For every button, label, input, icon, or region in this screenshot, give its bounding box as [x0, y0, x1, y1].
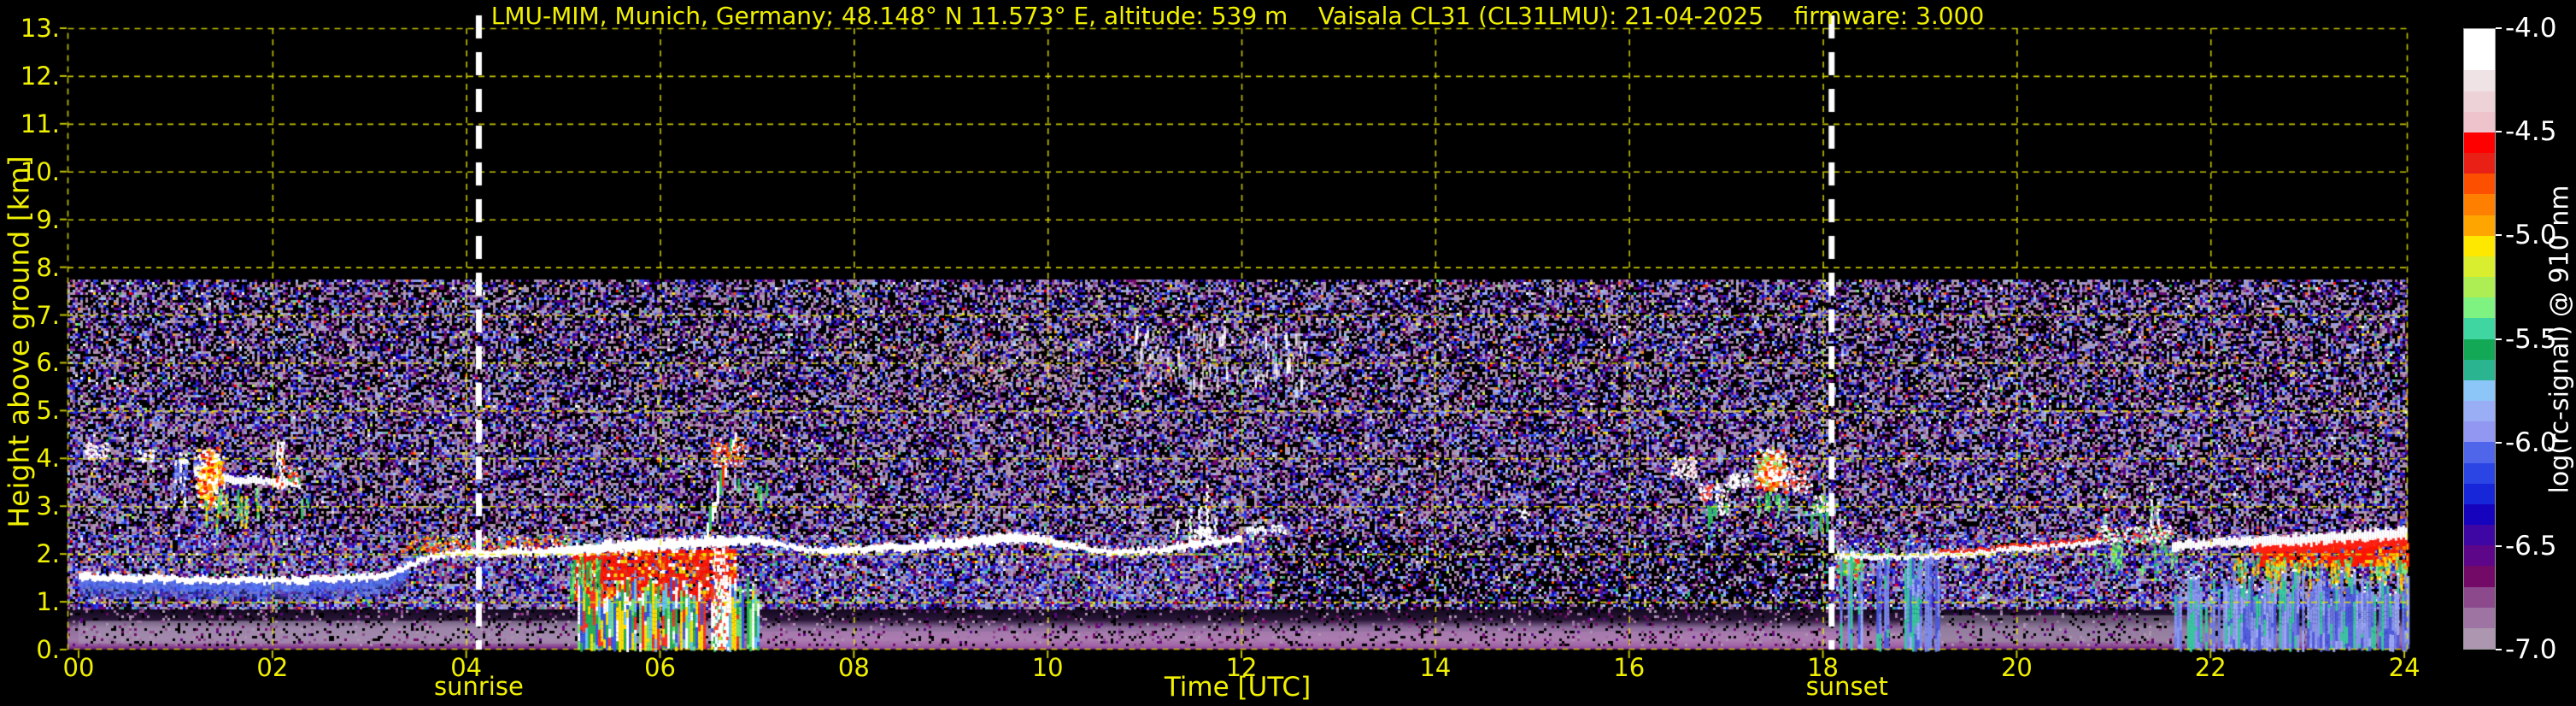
colorbar-segment: [2464, 566, 2495, 587]
colorbar-segment: [2464, 215, 2495, 236]
y-tick-label: 12.: [20, 61, 60, 91]
y-tick-label: 13.: [20, 14, 60, 43]
colorbar-tick-label: -4.0: [2505, 13, 2557, 44]
colorbar-segment: [2464, 50, 2495, 71]
colorbar-segment: [2464, 421, 2495, 443]
y-tick-label: 5.: [36, 396, 60, 426]
y-tick-label: 11.: [20, 109, 60, 138]
x-tick-label: 20: [2000, 653, 2033, 682]
colorbar-segment: [2464, 277, 2495, 298]
colorbar-segment: [2464, 91, 2495, 112]
colorbar-tick-mark: [2496, 649, 2502, 650]
y-tick-label: 0.: [36, 635, 60, 664]
x-tick-label: 16: [1613, 653, 1646, 682]
colorbar-segment: [2464, 359, 2495, 380]
colorbar-segment: [2464, 545, 2495, 567]
colorbar-tick-mark: [2496, 27, 2502, 29]
colorbar-segment: [2464, 483, 2495, 504]
colorbar-segment: [2464, 586, 2495, 608]
colorbar-segment: [2464, 174, 2495, 195]
y-tick-label: 4.: [36, 444, 60, 474]
colorbar-tick-mark: [2496, 131, 2502, 133]
x-tick-label: 12: [1225, 653, 1258, 682]
colorbar-segment: [2464, 503, 2495, 526]
x-tick-label: 06: [644, 653, 676, 682]
x-axis-label: Time [UTC]: [1164, 672, 1311, 703]
colorbar-tick-mark: [2496, 441, 2502, 444]
colorbar-tick-label: -5.5: [2505, 323, 2557, 355]
x-tick-label: 02: [256, 653, 289, 682]
x-tick-label: 08: [837, 653, 870, 682]
colorbar-segment: [2464, 401, 2495, 422]
colorbar-segment: [2464, 379, 2495, 402]
y-tick-label: 8.: [36, 252, 60, 282]
colorbar-segment: [2464, 607, 2495, 628]
colorbar-segment: [2464, 338, 2495, 360]
x-tick-label: 22: [2194, 653, 2227, 682]
colorbar-segment: [2464, 462, 2495, 484]
y-tick-label: 9.: [36, 204, 60, 234]
colorbar-segment: [2464, 627, 2495, 650]
colorbar-tick-label: -4.5: [2505, 116, 2557, 148]
colorbar-segment: [2464, 29, 2495, 50]
colorbar-tick-label: -5.0: [2505, 220, 2557, 251]
y-tick-label: 1.: [36, 587, 60, 617]
colorbar: [2463, 28, 2496, 650]
y-tick-label: 10.: [20, 156, 60, 186]
sunset-label: sunset: [1805, 672, 1888, 701]
colorbar-segment: [2464, 525, 2495, 546]
colorbar-tick-label: -6.5: [2505, 530, 2557, 562]
colorbar-segment: [2464, 194, 2495, 215]
x-tick-label: 14: [1419, 653, 1452, 682]
colorbar-segment: [2464, 132, 2495, 154]
colorbar-tick-label: -6.0: [2505, 427, 2557, 458]
y-tick-label: 2.: [36, 539, 60, 569]
colorbar-tick-mark: [2496, 544, 2502, 547]
colorbar-tick-mark: [2496, 338, 2502, 340]
colorbar-tick-mark: [2496, 234, 2502, 237]
sunrise-label: sunrise: [434, 672, 524, 701]
colorbar-segment: [2464, 442, 2495, 463]
colorbar-segment: [2464, 256, 2495, 278]
colorbar-segment: [2464, 153, 2495, 174]
colorbar-tick-label: -7.0: [2505, 634, 2557, 665]
x-tick-label: 00: [62, 653, 95, 682]
x-tick-label: 18: [1807, 653, 1839, 682]
y-tick-label: 3.: [36, 491, 60, 521]
x-tick-label: 10: [1031, 653, 1064, 682]
y-tick-label: 7.: [36, 300, 60, 330]
y-tick-label: 6.: [36, 348, 60, 378]
colorbar-segment: [2464, 70, 2495, 91]
x-tick-label: 24: [2388, 653, 2421, 682]
colorbar-segment: [2464, 318, 2495, 339]
colorbar-segment: [2464, 235, 2495, 256]
x-tick-label: 04: [450, 653, 483, 682]
plot-title: LMU-MIM, Munich, Germany; 48.148° N 11.5…: [490, 2, 1985, 30]
colorbar-segment: [2464, 297, 2495, 319]
colorbar-segment: [2464, 111, 2495, 132]
